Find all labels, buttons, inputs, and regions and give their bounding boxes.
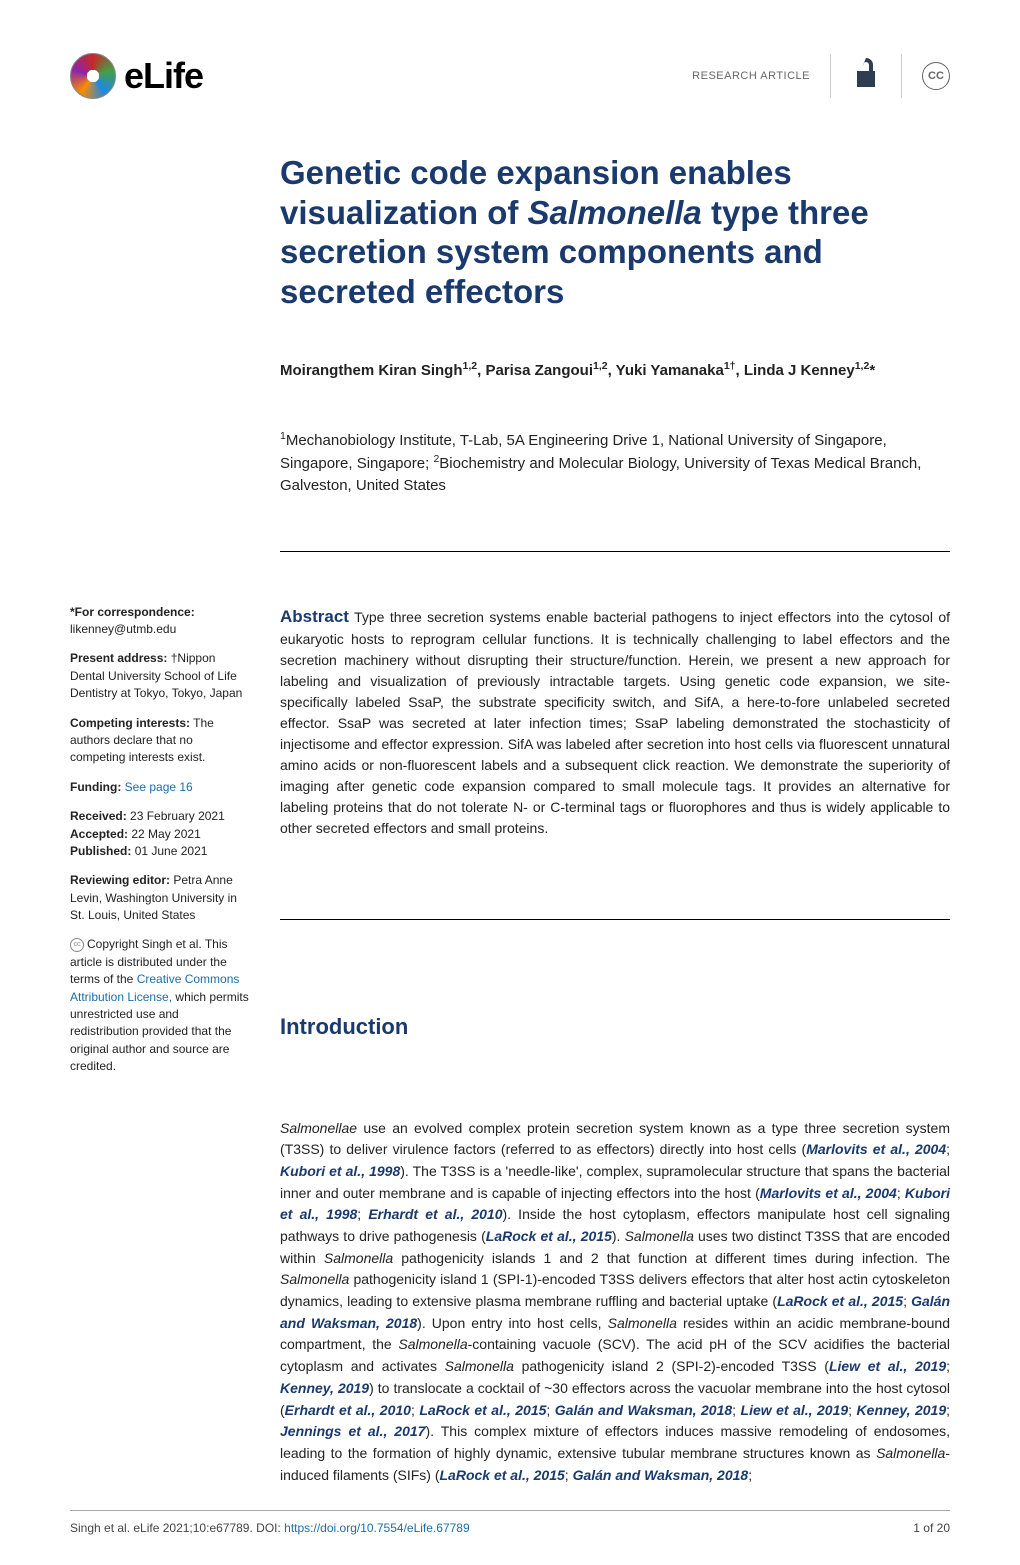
reviewing-editor-label: Reviewing editor: [70, 873, 170, 887]
funding-label: Funding: [70, 780, 121, 794]
footer-citation: Singh et al. eLife 2021;10:e67789. DOI: … [70, 1521, 470, 1535]
separator [901, 54, 902, 98]
open-access-icon [851, 50, 881, 102]
published-label: Published: [70, 844, 131, 858]
metadata-sidebar: *For correspondence: likenney@utmb.edu P… [70, 604, 250, 1088]
received-date: 23 February 2021 [130, 809, 225, 823]
author-list: Moirangthem Kiran Singh1,2, Parisa Zango… [280, 359, 950, 381]
cc-license-icon: CC [922, 62, 950, 90]
abstract-label: Abstract [280, 607, 349, 626]
published-date: 01 June 2021 [135, 844, 208, 858]
accepted-label: Accepted: [70, 827, 128, 841]
copyright-text: Copyright Singh et al. This article is d… [70, 937, 249, 1073]
received-label: Received: [70, 809, 127, 823]
present-address-label: Present address: [70, 651, 167, 665]
funding-link[interactable]: See page 16 [125, 780, 193, 794]
article-title: Genetic code expansion enables visualiza… [280, 153, 950, 311]
page-number: 1 of 20 [913, 1521, 950, 1535]
main-content: Genetic code expansion enables visualiza… [70, 153, 950, 1486]
elife-logo-icon [70, 53, 116, 99]
header-right: RESEARCH ARTICLE CC [692, 50, 950, 102]
copyright-block: ccCopyright Singh et al. This article is… [70, 936, 250, 1075]
abstract-text: Type three secretion systems enable bact… [280, 609, 950, 837]
doi-link[interactable]: https://doi.org/10.7554/eLife.67789 [284, 1521, 469, 1535]
affiliations: 1Mechanobiology Institute, T-Lab, 5A Eng… [280, 429, 950, 496]
correspondence-label: *For correspondence: [70, 605, 195, 619]
separator [830, 54, 831, 98]
introduction-heading: Introduction [280, 1014, 950, 1076]
page-footer: Singh et al. eLife 2021;10:e67789. DOI: … [70, 1510, 950, 1535]
cc-small-icon: cc [70, 938, 84, 952]
abstract-block: Abstract Type three secretion systems en… [280, 604, 950, 875]
article-type-label: RESEARCH ARTICLE [692, 70, 810, 82]
accepted-date: 22 May 2021 [131, 827, 200, 841]
competing-label: Competing interests: [70, 716, 190, 730]
divider [280, 919, 950, 956]
correspondence-email[interactable]: likenney@utmb.edu [70, 622, 176, 636]
divider [280, 551, 950, 552]
page-header: eLife RESEARCH ARTICLE CC [70, 50, 950, 103]
journal-name: eLife [124, 55, 203, 97]
introduction-text: Salmonellae use an evolved complex prote… [280, 1118, 950, 1487]
journal-logo: eLife [70, 53, 203, 99]
